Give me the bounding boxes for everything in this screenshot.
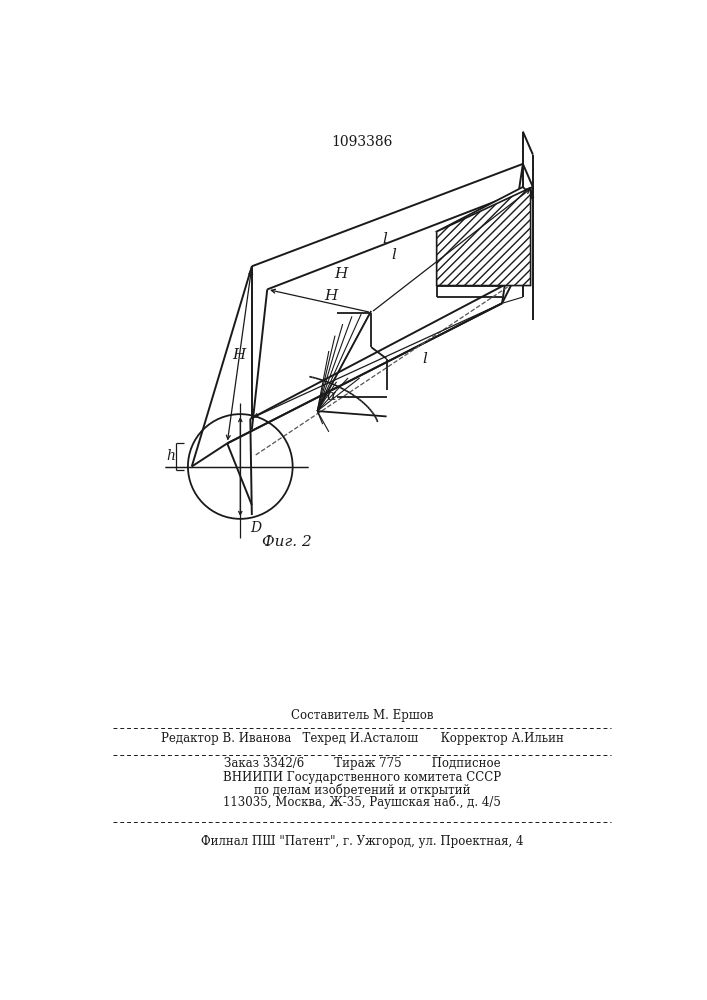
Text: H: H [334, 267, 347, 281]
Text: H: H [324, 289, 337, 303]
Text: H: H [232, 348, 245, 362]
Text: Редактор В. Иванова   Техред И.Асталош      Корректор А.Ильин: Редактор В. Иванова Техред И.Асталош Кор… [160, 732, 563, 745]
Text: 1093386: 1093386 [332, 135, 392, 149]
Polygon shape [437, 188, 530, 286]
Text: по делам изобретений и открытий: по делам изобретений и открытий [254, 783, 470, 797]
Text: l: l [382, 232, 387, 246]
Text: l: l [392, 248, 397, 262]
Text: ВНИИПИ Государственного комитета СССР: ВНИИПИ Государственного комитета СССР [223, 771, 501, 784]
Text: Фиг. 2: Фиг. 2 [262, 535, 311, 549]
Text: h: h [167, 449, 175, 463]
Text: 113035, Москва, Ж-35, Раушская наб., д. 4/5: 113035, Москва, Ж-35, Раушская наб., д. … [223, 795, 501, 809]
Polygon shape [437, 187, 533, 242]
Text: α: α [327, 389, 336, 403]
Text: Филнал ПШ "Патент", г. Ужгород, ул. Проектная, 4: Филнал ПШ "Патент", г. Ужгород, ул. Прое… [201, 835, 523, 848]
Text: Составитель М. Ершов: Составитель М. Ершов [291, 709, 433, 722]
Text: D: D [250, 521, 262, 535]
Text: Заказ 3342/6        Тираж 775        Подписное: Заказ 3342/6 Тираж 775 Подписное [223, 757, 501, 770]
Text: l: l [423, 352, 428, 366]
